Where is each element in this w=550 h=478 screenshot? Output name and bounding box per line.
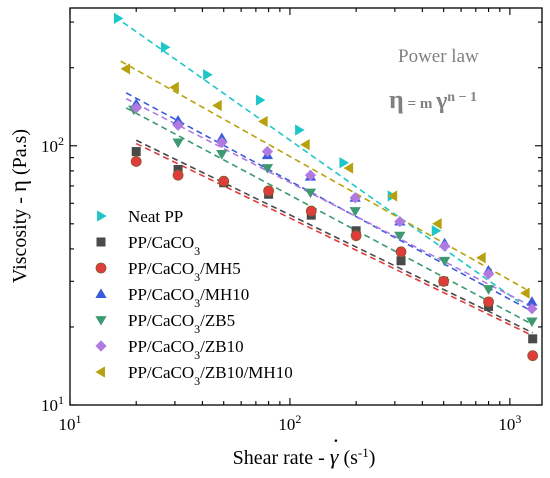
data-point-5 [438, 240, 451, 252]
legend-marker-0 [97, 210, 107, 222]
data-point-2 [263, 185, 275, 197]
data-point-6 [387, 190, 398, 202]
fit-line-2 [135, 142, 534, 337]
data-point-4 [349, 207, 361, 217]
legend-marker-3 [95, 288, 107, 298]
fit-line-3 [125, 92, 533, 312]
x-axis-title: Shear rate - γ (s-1) [233, 444, 376, 469]
fit-line-4 [125, 107, 533, 325]
legend-label-2: PP/CaCO3/MH5 [128, 259, 241, 284]
fit-line-6 [120, 60, 527, 290]
data-point-4 [526, 317, 538, 328]
data-point-5 [349, 192, 361, 204]
legend-label-4: PP/CaCO3/ZB5 [128, 311, 235, 336]
data-point-5 [304, 169, 317, 181]
fit-lines [114, 15, 534, 337]
data-point-6 [520, 287, 530, 299]
data-point-1 [528, 334, 538, 344]
data-point-2 [395, 246, 407, 258]
data-point-2 [527, 350, 539, 362]
gamma-dot: · [332, 428, 339, 453]
data-point-6 [343, 162, 354, 174]
data-point-4 [482, 285, 495, 295]
data-point-2 [350, 230, 362, 242]
y-axis-title: Viscosity - η (Pa.s) [6, 129, 31, 283]
data-point-4 [261, 164, 274, 174]
data-point-0 [203, 69, 213, 81]
fit-line-5 [125, 97, 533, 308]
data-point-6 [300, 139, 310, 151]
data-point-5 [172, 119, 184, 131]
x-axis-symbol: γ [330, 444, 340, 469]
data-point-3 [526, 296, 538, 306]
x-tick-label: 102 [278, 412, 301, 434]
tick-labels: 101 102 103 101 102 [41, 134, 521, 434]
legend-marker-1 [96, 237, 106, 247]
legend-label-3: PP/CaCO3/MH10 [128, 285, 249, 310]
axis-ticks [69, 8, 542, 406]
data-point-5 [526, 303, 538, 315]
data-point-2 [305, 205, 317, 217]
legend-marker-6 [95, 366, 105, 378]
data-point-6 [476, 252, 486, 264]
legend-marker-5 [95, 340, 107, 352]
data-point-0 [339, 157, 350, 169]
data-point-0 [255, 94, 266, 106]
data-point-4 [394, 231, 406, 242]
legend-label-5: PP/CaCO3/ZB10 [128, 337, 244, 362]
fit-line-0 [114, 15, 520, 303]
data-point-5 [261, 145, 274, 158]
legend: Neat PP PP/CaCO3PP/CaCO3/MH5PP/CaCO3/MH10… [95, 207, 293, 388]
data-point-0 [160, 41, 171, 53]
data-point-2 [218, 175, 230, 187]
data-point-6 [258, 115, 268, 128]
data-point-1 [173, 164, 183, 174]
data-point-1 [131, 147, 141, 157]
data-point-0 [431, 225, 442, 237]
data-point-5 [394, 215, 406, 228]
legend-marker-4 [95, 316, 107, 326]
data-point-6 [212, 99, 222, 112]
fit-line-1 [135, 139, 534, 334]
data-point-0 [113, 12, 124, 25]
power-law-title: Power law [398, 46, 479, 67]
data-point-2 [130, 156, 142, 167]
data-point-6 [169, 81, 179, 93]
data-point-5 [482, 268, 495, 280]
data-point-1 [396, 256, 406, 266]
data-point-6 [432, 218, 442, 230]
data-point-4 [172, 138, 184, 149]
legend-label-6: PP/CaCO3/ZB10/MH10 [128, 363, 293, 388]
power-law-equation: η = m γn − 1 [389, 85, 477, 114]
x-tick-label: 103 [498, 412, 521, 434]
data-point-2 [438, 275, 450, 287]
data-point-2 [483, 296, 494, 308]
data-point-4 [216, 150, 228, 160]
data-point-4 [438, 256, 451, 267]
legend-label-0: Neat PP [128, 207, 183, 226]
legend-label-1: PP/CaCO3 [128, 233, 200, 258]
y-tick-label: 101 [41, 393, 64, 415]
data-point-5 [130, 102, 142, 114]
data-point-0 [295, 124, 305, 136]
plot-frame [69, 7, 543, 406]
data-point-6 [120, 63, 131, 75]
data-points [113, 12, 539, 362]
y-tick-label: 102 [41, 134, 64, 156]
data-point-2 [172, 169, 184, 181]
legend-marker-2 [95, 262, 107, 274]
data-point-4 [304, 188, 317, 199]
x-tick-label: 101 [59, 412, 82, 434]
data-point-5 [216, 136, 228, 149]
